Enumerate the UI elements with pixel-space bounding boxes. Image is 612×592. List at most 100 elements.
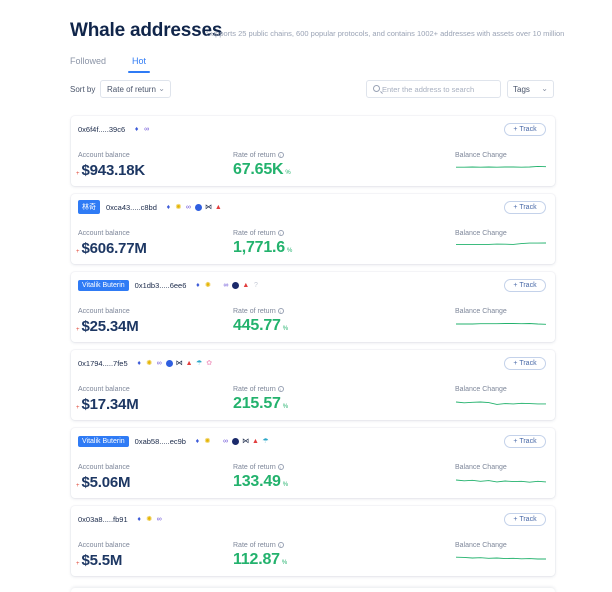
sparkline-path [455,479,547,483]
search-box[interactable] [366,80,501,98]
eth-icon: ♦ [195,437,200,445]
sparkline-path [455,556,546,560]
balance-value: $606.77M [81,240,147,257]
umbrella-icon: ☂ [195,359,203,367]
whale-card[interactable]: 0x1794.....7fe5 ♦ ✺ ∞ ⋈ ▲ ☂ ✿ + Track Account bal… [71,350,555,420]
chain-icons: ♦ ∞ [133,126,153,133]
whale-address[interactable]: 0x1db3.....6ee6 [134,280,187,290]
account-balance-label: Account balance [78,230,130,237]
info-icon[interactable]: i [277,230,284,237]
umbrella-icon: ☂ [262,437,269,445]
info-icon[interactable]: i [277,464,284,471]
balance-change-sparkline [455,556,546,560]
sun-icon: ✺ [175,203,182,211]
whale-card[interactable]: Vitalik Buterin 0x1db3.....6ee6 ♦ ✺ ∞ ▲? + Tra… [71,272,555,342]
link-icon: ∞ [223,281,229,289]
account-balance-label: Account balance [78,308,130,315]
balance-change-sparkline [455,401,546,405]
info-icon[interactable]: i [277,152,284,159]
rate-of-return-value: 67.65K [233,161,284,178]
page-title: Whale addresses [70,20,223,41]
balance-change-sparkline [456,165,547,168]
account-balance: + $5.5M [76,552,122,569]
rate-of-return-label: Rate of return i [233,230,284,237]
balance-change-sparkline [456,242,547,245]
whale-card-header: Vitalik Buterin 0xab58.....ec9b ♦ ✺ ∞ ⋈ ▲ ☂ [78,435,272,447]
balance-change-label: Balance Change [455,308,507,315]
eth-icon: ♦ [196,281,200,289]
balance-value: $5.06M [81,474,131,491]
page-subtitle: Supports 25 public chains, 600 popular p… [206,29,565,38]
link-icon: ∞ [144,125,150,133]
rate-of-return: 133.49% [233,473,288,491]
sparkline-path [456,242,547,245]
whale-card[interactable]: 0x6f4f.....39c6 ♦ ∞ + Track Account balance R… [71,116,555,186]
eth-icon: ♦ [134,125,139,133]
track-button[interactable]: + Track [504,513,546,526]
track-button[interactable]: + Track [504,357,546,370]
bowtie-icon: ⋈ [175,359,183,367]
sun-icon: ✺ [204,281,211,289]
percent-unit: % [285,170,291,176]
account-balance-label: Account balance [78,542,130,549]
account-balance-label: Account balance [78,152,130,159]
tab-active-indicator [128,71,150,73]
track-button[interactable]: + Track [504,435,546,448]
whale-card[interactable]: Vitalik Buterin 0xab58.....ec9b ♦ ✺ ∞ ⋈ ▲ ☂ + Tr… [71,428,555,498]
grey-question-icon: ? [253,281,258,289]
track-button[interactable]: + Track [504,201,546,214]
link-icon: ∞ [156,359,162,367]
track-button[interactable]: + Track [504,279,546,292]
rate-of-return-value: 215.57 [233,395,281,412]
balance-prefix: + [76,561,80,567]
whale-address[interactable]: 0x1794.....7fe5 [78,358,128,368]
chevron-down-icon: ⌄ [158,84,165,93]
percent-unit: % [282,482,289,488]
tab-hot[interactable]: Hot [132,56,147,66]
info-icon[interactable]: i [277,386,284,393]
rate-of-return-label-text: Rate of return [233,464,276,471]
rate-of-return-label: Rate of return i [233,308,284,315]
whale-tag-badge: 林奇 [78,200,100,214]
sparkline-path [456,165,547,168]
rate-of-return-value: 445.77 [233,317,281,334]
balance-prefix: + [76,327,80,333]
rate-of-return: 215.57% [233,395,288,413]
tags-select[interactable]: Tags ⌄ [507,80,554,98]
whale-card-header: Vitalik Buterin 0x1db3.....6ee6 ♦ ✺ ∞ ▲? [78,279,262,291]
whale-card[interactable]: 0x03a8.....fb91 ♦ ✺ ∞ + Track Account balance… [71,506,555,576]
track-button[interactable]: + Track [504,123,546,136]
whale-address[interactable]: 0xab58.....ec9b [134,436,186,446]
sparkline-path [456,323,547,325]
balance-value: $943.18K [81,162,146,179]
sort-select[interactable]: Rate of return ⌄ [100,80,171,98]
whale-address[interactable]: 0x03a8.....fb91 [78,514,128,524]
link-icon: ∞ [156,515,162,523]
balance-prefix: + [76,405,80,411]
rate-of-return-label-text: Rate of return [233,386,276,393]
rate-of-return: 112.87% [233,551,287,569]
balance-value: $17.34M [81,396,139,413]
percent-unit: % [282,404,289,410]
blue-coin-icon [165,359,173,367]
account-balance-label: Account balance [78,386,130,393]
sun-icon: ✺ [146,359,153,367]
blue-coin-icon [194,203,202,211]
whale-card-header: 0x6f4f.....39c6 ♦ ∞ [78,123,153,135]
bowtie-icon: ⋈ [204,203,212,211]
whale-card[interactable]: 林奇 0xca43.....c8bd ♦ ✺ ∞ ⋈ ▲ + Track Account bal… [71,194,555,264]
whale-address[interactable]: 0x6f4f.....39c6 [78,124,126,134]
sun-icon: ✺ [204,437,211,445]
rate-of-return-label-text: Rate of return [233,230,276,237]
tab-followed[interactable]: Followed [70,56,107,66]
balance-change-label: Balance Change [455,464,507,471]
balance-change-label: Balance Change [455,542,507,549]
search-input[interactable] [382,83,497,96]
rate-of-return: 445.77% [233,317,288,335]
eth-icon: ♦ [137,359,141,367]
rate-of-return-value: 133.49 [233,473,281,490]
info-icon[interactable]: i [277,542,284,549]
whale-address[interactable]: 0xca43.....c8bd [106,202,157,212]
search-icon [373,85,380,92]
info-icon[interactable]: i [277,308,284,315]
